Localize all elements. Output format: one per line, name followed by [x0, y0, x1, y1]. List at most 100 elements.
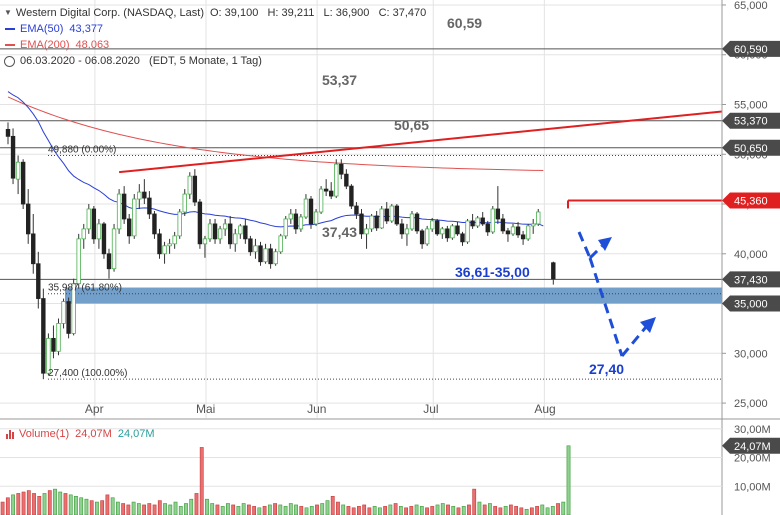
candle-body: [303, 198, 309, 218]
candle-body: [339, 163, 344, 175]
candle-body: [429, 220, 435, 230]
price-tag: [722, 40, 780, 57]
candlesticks: [5, 122, 556, 380]
candle-body: [106, 253, 112, 270]
candle-body: [15, 161, 21, 180]
volume-bar: [383, 506, 388, 515]
candle-body: [298, 216, 304, 230]
volume-value-red: 24,07M: [75, 428, 112, 440]
volume-bar: [346, 506, 351, 515]
volume-bar: [430, 506, 435, 515]
candle-body: [101, 223, 107, 255]
volume-bar: [147, 503, 152, 515]
price-tag: [722, 112, 780, 129]
candle-body: [20, 161, 26, 205]
candle-body: [227, 223, 233, 245]
volume-bar: [508, 504, 513, 515]
volume-bar: [529, 507, 534, 515]
candle-body: [207, 223, 213, 240]
volume-bar: [477, 501, 482, 515]
candle-body: [197, 201, 203, 245]
volume-bar: [451, 506, 456, 515]
candle-body: [243, 225, 248, 240]
volume-bar: [136, 503, 141, 515]
candle-body: [414, 213, 420, 232]
candle-body: [308, 198, 314, 225]
candle-body: [258, 245, 263, 263]
collapse-caret-icon[interactable]: ▼: [4, 8, 12, 17]
ema200-line: [7, 96, 544, 172]
volume-bar: [173, 501, 178, 515]
price-tag: [722, 192, 780, 209]
arrow-head-2: [640, 317, 656, 333]
candle-body: [263, 248, 268, 263]
grid: [0, 0, 722, 418]
candle-body: [349, 185, 354, 207]
volume-bar: [205, 498, 209, 515]
candle-body: [460, 233, 465, 243]
volume-bar: [556, 503, 560, 515]
candle-body: [520, 234, 526, 240]
volume-bar: [100, 500, 105, 515]
clock-icon: [4, 55, 15, 67]
candle-body: [394, 205, 400, 225]
volume-label: Volume(1): [19, 428, 70, 440]
volume-value-teal: 24,07M: [117, 428, 155, 440]
volume-bar: [493, 506, 498, 515]
candle-body: [470, 220, 475, 227]
candle-body: [424, 228, 430, 245]
candle-body: [157, 233, 162, 255]
level-text-1: 60,59: [447, 15, 482, 31]
candle-body: [121, 193, 127, 220]
volume-bar: [32, 493, 36, 515]
candle-body: [81, 228, 86, 240]
volume-bar: [252, 506, 257, 515]
price-tag-label: 60,590: [734, 44, 768, 56]
support-zone-rect: [65, 287, 722, 304]
volume-bar: [63, 493, 68, 515]
volume-bar: [168, 504, 173, 515]
volume-bar: [231, 504, 236, 515]
y-tick-label: 40,000: [734, 249, 768, 261]
arrow-head-1: [598, 237, 612, 251]
candle-body: [111, 228, 117, 270]
candle-body: [359, 213, 364, 235]
arrow-leg-4: [620, 326, 648, 357]
volume-bar: [503, 506, 508, 515]
arrow-leg-2: [588, 244, 604, 260]
candle-body: [283, 218, 288, 237]
price-tag-label: 37,430: [734, 274, 768, 286]
candle-body: [233, 233, 238, 245]
volume-bar: [178, 506, 183, 515]
y-tick-label: 25,000: [734, 398, 768, 410]
level-text-4: 37,43: [322, 224, 357, 240]
candle-body: [71, 283, 76, 334]
rising-trendline: [118, 110, 723, 174]
volume-bar: [79, 497, 84, 515]
candle-body: [147, 197, 152, 215]
period-text: 06.03.2020 - 06.08.2020 (EDT, 5 Monate, …: [20, 55, 262, 67]
candle-body: [10, 135, 16, 179]
volume-bar: [121, 503, 126, 515]
price-tag: [722, 139, 780, 156]
volume-bar: [299, 506, 304, 515]
volume-bar: [246, 504, 251, 515]
candle-body: [490, 208, 495, 233]
candle-body: [445, 228, 450, 239]
volume-bar: [131, 501, 136, 515]
candle-body: [212, 223, 218, 240]
candle-body: [86, 208, 91, 230]
y-tick-label: 65,000: [734, 0, 768, 12]
candle-body: [91, 208, 97, 240]
volume-bar: [304, 507, 309, 515]
price-tag-label: 53,370: [734, 116, 768, 128]
volume-bar: [21, 491, 26, 515]
volume-bar: [498, 507, 503, 515]
x-tick-label: Aug: [534, 402, 555, 416]
level-text-2: 53,37: [322, 72, 357, 88]
volume-bar: [189, 498, 194, 515]
candle-body: [142, 191, 147, 199]
candle-body: [61, 301, 66, 324]
candle-body: [5, 128, 11, 137]
